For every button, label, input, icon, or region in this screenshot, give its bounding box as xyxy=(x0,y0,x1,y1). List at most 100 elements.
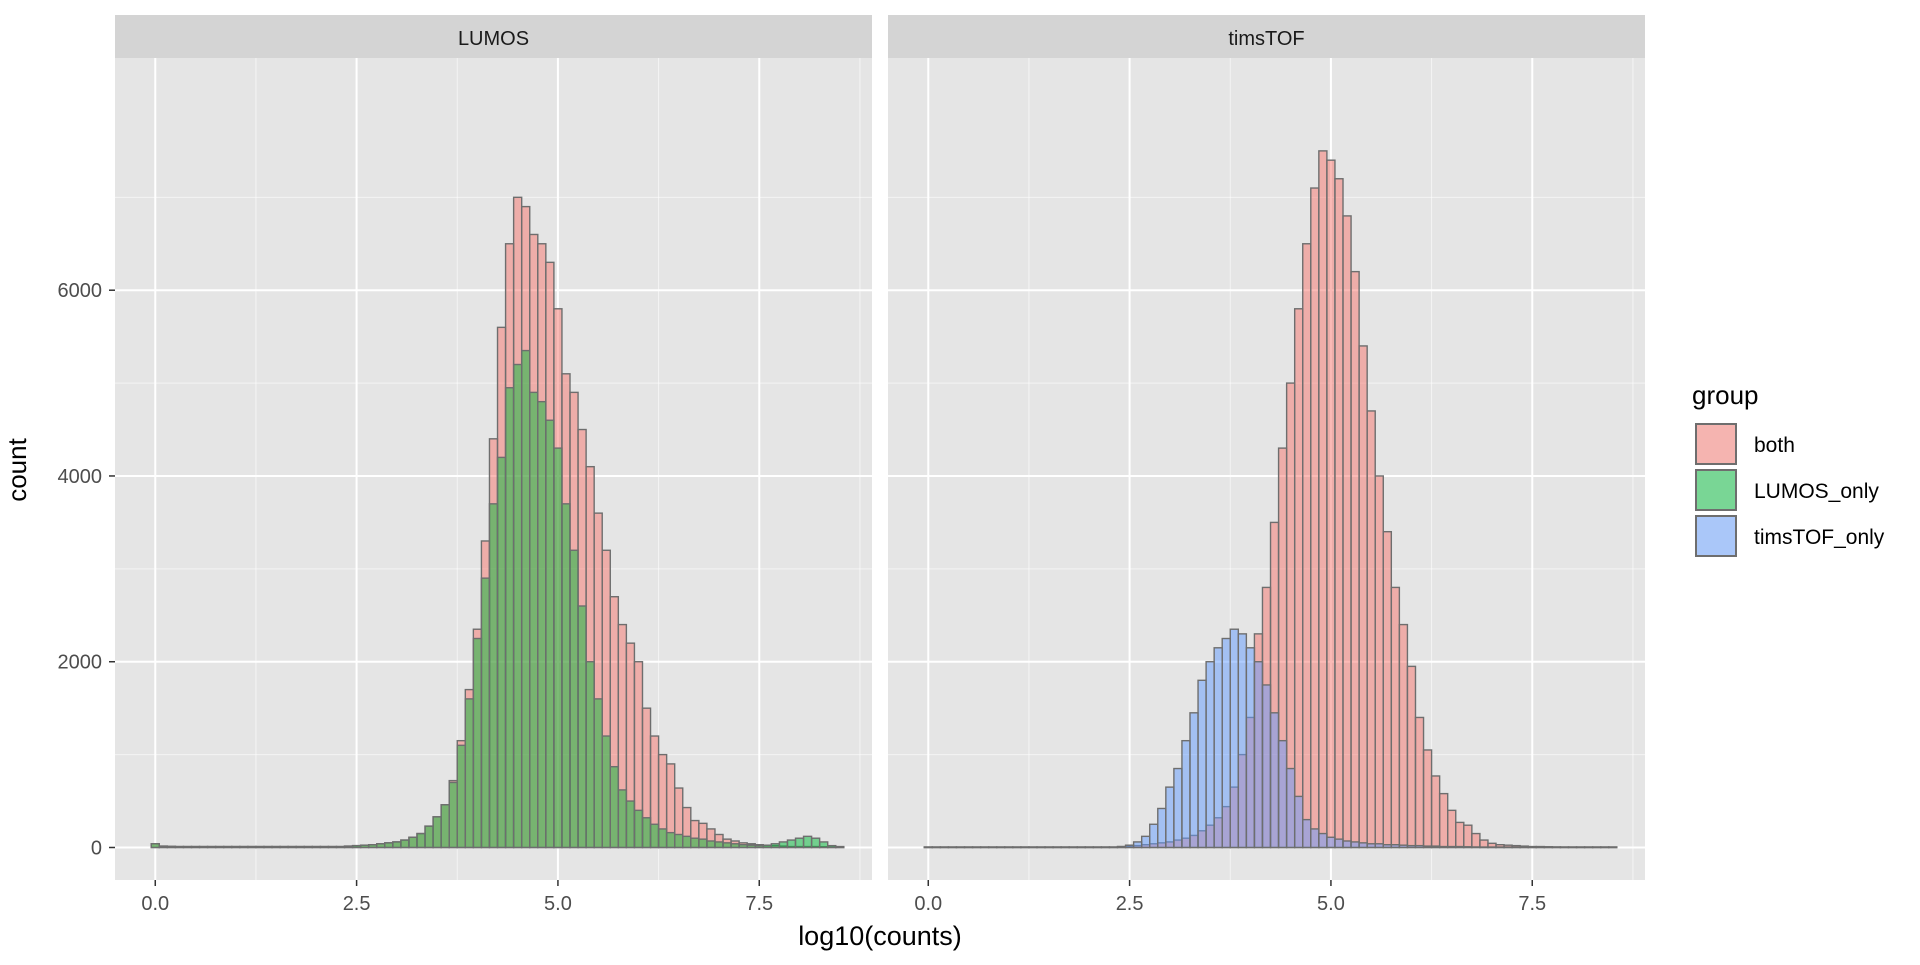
histogram-bar xyxy=(351,844,362,849)
histogram-bar xyxy=(1285,767,1296,849)
histogram-bar xyxy=(810,837,821,849)
histogram-bar xyxy=(1495,846,1505,849)
histogram-bar xyxy=(1157,807,1167,849)
histogram-bar xyxy=(1430,775,1441,849)
histogram-bar xyxy=(1350,270,1360,849)
histogram-bar xyxy=(1132,841,1143,849)
histogram-bar xyxy=(1245,647,1256,849)
histogram-bar xyxy=(746,844,756,849)
histogram-bar xyxy=(1382,844,1393,849)
facet-strip-label: timsTOF xyxy=(1228,28,1304,50)
legend-key-swatch xyxy=(1695,515,1737,557)
histogram-bar xyxy=(1028,846,1038,849)
histogram-bar xyxy=(1229,628,1240,849)
histogram-bar xyxy=(327,845,338,849)
histogram-bar xyxy=(287,845,297,849)
histogram-bar xyxy=(1310,828,1320,849)
histogram-bar xyxy=(1189,712,1199,849)
histogram-bar xyxy=(158,845,169,849)
histogram-bar xyxy=(198,845,209,849)
histogram-bar xyxy=(1100,846,1111,849)
histogram-bar xyxy=(1197,679,1207,849)
histogram-bar xyxy=(1004,846,1014,849)
histogram-bar xyxy=(1438,792,1449,849)
series-lumos-only xyxy=(150,349,845,849)
histogram-bar xyxy=(1406,844,1417,849)
histogram-bar xyxy=(1318,832,1328,849)
x-tick-label: 7.5 xyxy=(745,893,773,915)
histogram-bar xyxy=(1358,345,1368,849)
histogram-bar xyxy=(649,823,660,849)
histogram-bar xyxy=(1342,215,1352,849)
histogram-bar xyxy=(1326,159,1336,849)
histogram-bar xyxy=(1559,846,1570,849)
histogram-bar xyxy=(770,843,781,849)
histogram-bar xyxy=(367,844,378,849)
histogram-bar xyxy=(1293,308,1304,849)
histogram-bar xyxy=(1374,475,1384,849)
histogram-bar xyxy=(376,843,386,849)
histogram-bar xyxy=(794,837,805,849)
histogram-bar xyxy=(1334,838,1344,849)
x-axis-label: log10(counts) xyxy=(798,921,962,951)
histogram-bar xyxy=(1205,661,1215,849)
histogram-bar xyxy=(617,789,628,849)
histogram-bar xyxy=(150,843,160,849)
histogram-bar xyxy=(1575,846,1586,849)
histogram-bar xyxy=(923,846,933,849)
histogram-bar xyxy=(1374,843,1384,849)
histogram-bar xyxy=(585,661,595,849)
histogram-bar xyxy=(1455,821,1465,849)
x-tick-label: 2.5 xyxy=(343,893,371,915)
histogram-bar xyxy=(996,846,1006,849)
y-tick-label: 2000 xyxy=(58,652,103,674)
histogram-bar xyxy=(480,577,491,849)
histogram-bar xyxy=(762,844,773,849)
histogram-bar xyxy=(392,841,402,849)
histogram-bar xyxy=(166,845,177,849)
histogram-bar xyxy=(424,825,434,849)
histogram-bar xyxy=(593,698,603,849)
histogram-bar xyxy=(1463,824,1473,849)
facet-strip-label: LUMOS xyxy=(458,28,529,50)
facet-strip xyxy=(115,15,872,58)
histogram-bar xyxy=(263,845,273,849)
legend-item-label: both xyxy=(1754,434,1795,457)
histogram-bar xyxy=(722,842,732,849)
histogram-bar xyxy=(1068,846,1078,849)
histogram-bar xyxy=(1422,845,1433,849)
legend-title: group xyxy=(1692,380,1759,410)
histogram-bar xyxy=(1487,846,1497,849)
histogram-bar xyxy=(706,840,716,849)
histogram-bar xyxy=(1446,845,1457,849)
legend: group both LUMOS_only timsTOF_only xyxy=(1692,380,1885,557)
histogram-bar xyxy=(939,846,950,849)
histogram-bar xyxy=(1438,845,1449,849)
x-tick-label: 2.5 xyxy=(1116,893,1144,915)
histogram-bar xyxy=(1608,846,1618,849)
histogram-bar xyxy=(1583,846,1594,849)
histogram-bar xyxy=(1519,846,1529,849)
histogram-bar xyxy=(295,845,305,849)
histogram-bar xyxy=(979,846,990,849)
histogram-bar xyxy=(1430,845,1441,849)
histogram-bar xyxy=(1140,835,1151,849)
histogram-bar xyxy=(174,845,185,849)
histogram-bar xyxy=(963,846,974,849)
histogram-bar xyxy=(1277,739,1288,849)
histogram-bar xyxy=(456,744,467,849)
histogram-bar xyxy=(1543,846,1554,849)
histogram-bar xyxy=(553,447,563,849)
histogram-bar xyxy=(1471,846,1481,849)
legend-key-swatch xyxy=(1695,469,1737,511)
histogram-bar xyxy=(1422,749,1433,849)
histogram-bar xyxy=(223,845,233,849)
histogram-bar xyxy=(931,846,942,849)
histogram-bar xyxy=(1358,842,1368,849)
histogram-bar xyxy=(1591,846,1602,849)
histogram-bar xyxy=(786,839,797,849)
histogram-bar xyxy=(1503,846,1513,849)
histogram-bar xyxy=(1173,767,1183,849)
histogram-bar xyxy=(1060,846,1070,849)
y-tick-label: 0 xyxy=(91,837,102,859)
